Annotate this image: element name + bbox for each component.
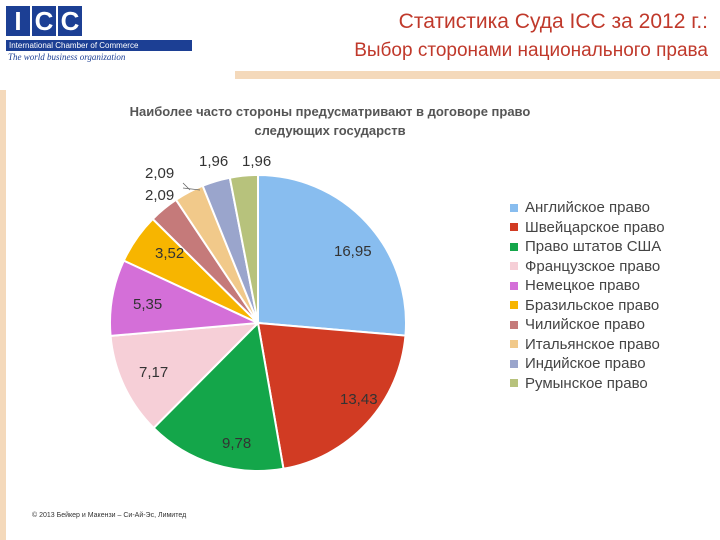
legend-swatch <box>510 223 518 232</box>
legend-item: Право штатов США <box>510 237 665 257</box>
legend-item: Итальянское право <box>510 335 665 355</box>
copyright-text: © 2013 Бейкер и Макензи – Си-Ай-Эс, Лими… <box>32 512 187 519</box>
header-divider <box>235 71 720 79</box>
legend-swatch <box>510 320 518 329</box>
legend-label: Немецкое право <box>525 277 640 295</box>
slice-data-label: 9,78 <box>222 435 251 452</box>
slice-data-label: 3,52 <box>155 245 184 262</box>
legend-label: Право штатов США <box>525 238 662 256</box>
legend-item: Индийское право <box>510 354 665 374</box>
legend-item: Английское право <box>510 198 665 218</box>
legend-swatch <box>510 281 518 290</box>
slice-data-label: 5,35 <box>133 296 162 313</box>
slice-data-label: 2,09 <box>145 165 174 182</box>
legend-item: Чилийское право <box>510 315 665 335</box>
legend-swatch <box>510 242 518 251</box>
legend-label: Индийское право <box>525 355 646 373</box>
logo-letter: C <box>32 6 56 36</box>
legend-item: Немецкое право <box>510 276 665 296</box>
slice-data-label: 1,96 <box>199 153 228 170</box>
legend-item: Бразильское право <box>510 296 665 316</box>
legend-label: Бразильское право <box>525 296 660 314</box>
icc-logo-mark: I C C <box>6 6 82 36</box>
slice-data-label: 1,96 <box>242 153 271 170</box>
chart-legend: Английское право Швейцарское право Право ш… <box>510 198 665 393</box>
legend-item: Румынское право <box>510 374 665 394</box>
legend-label: Французское право <box>525 257 661 275</box>
legend-label: Английское право <box>525 199 650 217</box>
legend-swatch <box>510 340 518 349</box>
pie-slice <box>256 321 407 470</box>
legend-item: Швейцарское право <box>510 218 665 238</box>
legend-swatch <box>510 379 518 388</box>
slice-data-label: 16,95 <box>334 243 372 260</box>
legend-swatch <box>510 203 518 212</box>
legend-label: Швейцарское право <box>525 218 665 236</box>
pie-slice <box>152 320 285 472</box>
icc-logo: I C C International Chamber of Commerce … <box>6 6 196 62</box>
legend-swatch <box>510 301 518 310</box>
legend-label: Румынское право <box>525 374 648 392</box>
slice-data-label: 13,43 <box>340 391 378 408</box>
page-title: Статистика Суда ICC за 2012 г.: <box>398 10 708 33</box>
side-divider <box>0 90 6 540</box>
logo-tagline: The world business organization <box>8 52 126 62</box>
slice-data-label: 2,09 <box>145 187 174 204</box>
chart-title-line-2: следующих государств <box>254 123 406 138</box>
legend-label: Чилийское право <box>525 316 645 334</box>
legend-swatch <box>510 359 518 368</box>
legend-label: Итальянское право <box>525 335 660 353</box>
label-leader-line <box>182 187 201 191</box>
pie-slice <box>228 173 259 324</box>
logo-org-name: International Chamber of Commerce <box>6 40 192 51</box>
legend-item: Французское право <box>510 257 665 277</box>
legend-swatch <box>510 262 518 271</box>
chart-title-line-1: Наиболее часто стороны предусматривают в… <box>129 104 531 119</box>
pie-slice <box>257 173 407 337</box>
logo-letter: I <box>6 6 30 36</box>
page-subtitle: Выбор сторонами национального права <box>354 40 708 61</box>
logo-letter: C <box>58 6 82 36</box>
slice-data-label: 7,17 <box>139 364 168 381</box>
pie-slice <box>109 321 261 430</box>
